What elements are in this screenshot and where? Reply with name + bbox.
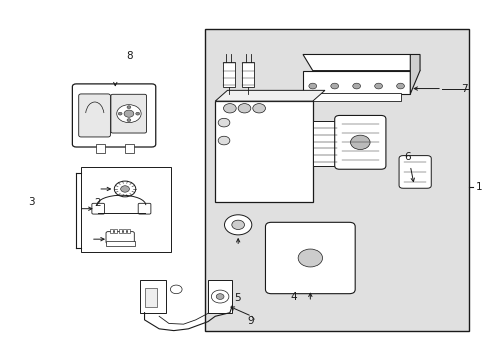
FancyBboxPatch shape — [106, 231, 134, 243]
Bar — [119, 229, 122, 233]
Bar — [242, 62, 254, 87]
Circle shape — [218, 136, 229, 145]
Circle shape — [374, 83, 382, 89]
Text: 2: 2 — [94, 198, 101, 208]
Bar — [127, 229, 130, 233]
FancyBboxPatch shape — [72, 84, 156, 147]
Circle shape — [252, 104, 265, 113]
Bar — [96, 144, 104, 153]
Circle shape — [218, 118, 229, 127]
FancyBboxPatch shape — [334, 116, 385, 169]
Text: 1: 1 — [475, 182, 482, 192]
Circle shape — [330, 83, 338, 89]
Circle shape — [117, 105, 141, 123]
Text: 8: 8 — [126, 51, 133, 61]
Text: 6: 6 — [404, 152, 410, 162]
Bar — [312, 121, 339, 166]
FancyBboxPatch shape — [79, 94, 110, 137]
Circle shape — [298, 249, 322, 267]
Circle shape — [223, 104, 236, 113]
Circle shape — [308, 83, 316, 89]
Circle shape — [127, 106, 131, 109]
Bar — [312, 93, 400, 101]
Text: 3: 3 — [28, 197, 35, 207]
Text: 7: 7 — [461, 84, 467, 94]
Bar — [140, 280, 166, 313]
Bar — [123, 229, 126, 233]
Circle shape — [396, 83, 404, 89]
Circle shape — [352, 83, 360, 89]
Bar — [215, 101, 312, 202]
FancyBboxPatch shape — [265, 222, 354, 294]
Bar — [144, 288, 157, 307]
Polygon shape — [409, 54, 419, 94]
Text: 9: 9 — [246, 316, 253, 325]
FancyBboxPatch shape — [111, 94, 146, 133]
Bar — [207, 280, 232, 313]
Circle shape — [114, 181, 136, 197]
Polygon shape — [303, 54, 419, 71]
Circle shape — [224, 215, 251, 235]
Bar — [205, 30, 468, 330]
Text: 4: 4 — [289, 292, 296, 302]
Bar — [105, 241, 135, 246]
FancyBboxPatch shape — [92, 203, 104, 214]
Circle shape — [238, 104, 250, 113]
Text: 5: 5 — [233, 293, 240, 303]
Circle shape — [127, 119, 131, 122]
Polygon shape — [215, 90, 325, 101]
Circle shape — [170, 285, 182, 294]
Circle shape — [136, 112, 140, 115]
Circle shape — [121, 186, 129, 192]
Bar — [303, 71, 409, 94]
FancyBboxPatch shape — [138, 203, 151, 214]
Circle shape — [211, 290, 228, 303]
Bar — [125, 144, 134, 153]
Circle shape — [231, 220, 244, 229]
Bar — [114, 229, 117, 233]
Bar — [81, 167, 171, 252]
Bar — [110, 229, 113, 233]
Circle shape — [216, 294, 224, 300]
Circle shape — [124, 110, 134, 117]
Circle shape — [350, 135, 369, 149]
FancyBboxPatch shape — [398, 156, 430, 188]
Bar — [222, 62, 234, 87]
Circle shape — [118, 112, 122, 115]
